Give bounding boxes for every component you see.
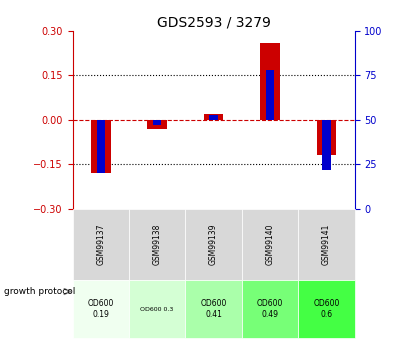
Text: OD600
0.41: OD600 0.41 [200, 299, 227, 319]
Text: GSM99139: GSM99139 [209, 224, 218, 265]
FancyBboxPatch shape [185, 280, 242, 338]
Text: OD600
0.49: OD600 0.49 [257, 299, 283, 319]
Bar [210, 115, 218, 120]
Text: OD600
0.19: OD600 0.19 [87, 299, 114, 319]
FancyBboxPatch shape [242, 209, 298, 280]
Bar [96, 120, 105, 173]
Bar [147, 120, 167, 129]
FancyBboxPatch shape [73, 209, 129, 280]
Title: GDS2593 / 3279: GDS2593 / 3279 [157, 16, 270, 30]
Bar [322, 120, 330, 170]
Text: growth protocol: growth protocol [4, 287, 75, 296]
FancyBboxPatch shape [129, 209, 185, 280]
Text: OD600 0.3: OD600 0.3 [141, 306, 174, 312]
Text: GSM99137: GSM99137 [96, 224, 105, 265]
Bar [317, 120, 336, 156]
Text: GSM99138: GSM99138 [153, 224, 162, 265]
FancyBboxPatch shape [73, 280, 129, 338]
Bar [204, 114, 223, 120]
Bar [266, 70, 274, 120]
Text: OD600
0.6: OD600 0.6 [313, 299, 340, 319]
Text: GSM99141: GSM99141 [322, 224, 331, 265]
FancyBboxPatch shape [298, 209, 355, 280]
FancyBboxPatch shape [129, 280, 185, 338]
FancyBboxPatch shape [242, 280, 298, 338]
Bar [260, 43, 280, 120]
Text: GSM99140: GSM99140 [266, 224, 274, 265]
Bar [91, 120, 110, 173]
FancyBboxPatch shape [298, 280, 355, 338]
Bar [153, 120, 161, 125]
FancyBboxPatch shape [185, 209, 242, 280]
